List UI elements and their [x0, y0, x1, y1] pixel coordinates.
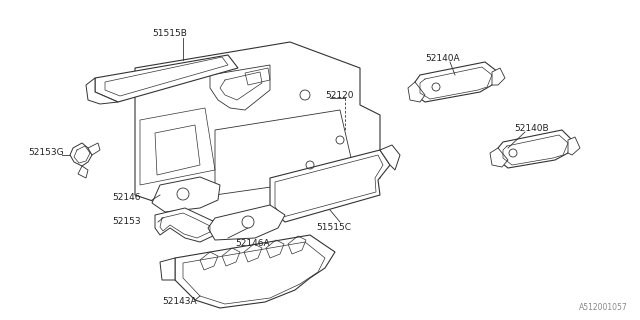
Polygon shape [175, 235, 335, 308]
Text: 52146: 52146 [112, 194, 141, 203]
Polygon shape [415, 62, 498, 102]
Polygon shape [568, 137, 580, 155]
Polygon shape [160, 258, 175, 280]
Polygon shape [88, 143, 100, 155]
Polygon shape [270, 150, 390, 222]
Text: 52140A: 52140A [425, 53, 460, 62]
Polygon shape [135, 42, 380, 222]
Polygon shape [208, 205, 285, 240]
Text: 52143A: 52143A [162, 298, 196, 307]
Text: 51515C: 51515C [316, 223, 351, 233]
Polygon shape [155, 208, 215, 242]
Polygon shape [498, 130, 572, 168]
Polygon shape [380, 145, 400, 170]
Polygon shape [152, 177, 220, 212]
Polygon shape [408, 82, 425, 102]
Polygon shape [78, 166, 88, 178]
Polygon shape [490, 148, 508, 167]
Text: 52146A: 52146A [235, 238, 269, 247]
Text: 52140B: 52140B [514, 124, 548, 132]
Text: 52120: 52120 [325, 91, 353, 100]
Text: 52153: 52153 [112, 218, 141, 227]
Polygon shape [210, 65, 270, 110]
Polygon shape [95, 55, 238, 102]
Text: A512001057: A512001057 [579, 303, 628, 312]
Polygon shape [86, 78, 118, 104]
Polygon shape [70, 143, 92, 166]
Text: 52153G: 52153G [28, 148, 63, 156]
Text: 51515B: 51515B [152, 28, 187, 37]
Polygon shape [492, 68, 505, 85]
